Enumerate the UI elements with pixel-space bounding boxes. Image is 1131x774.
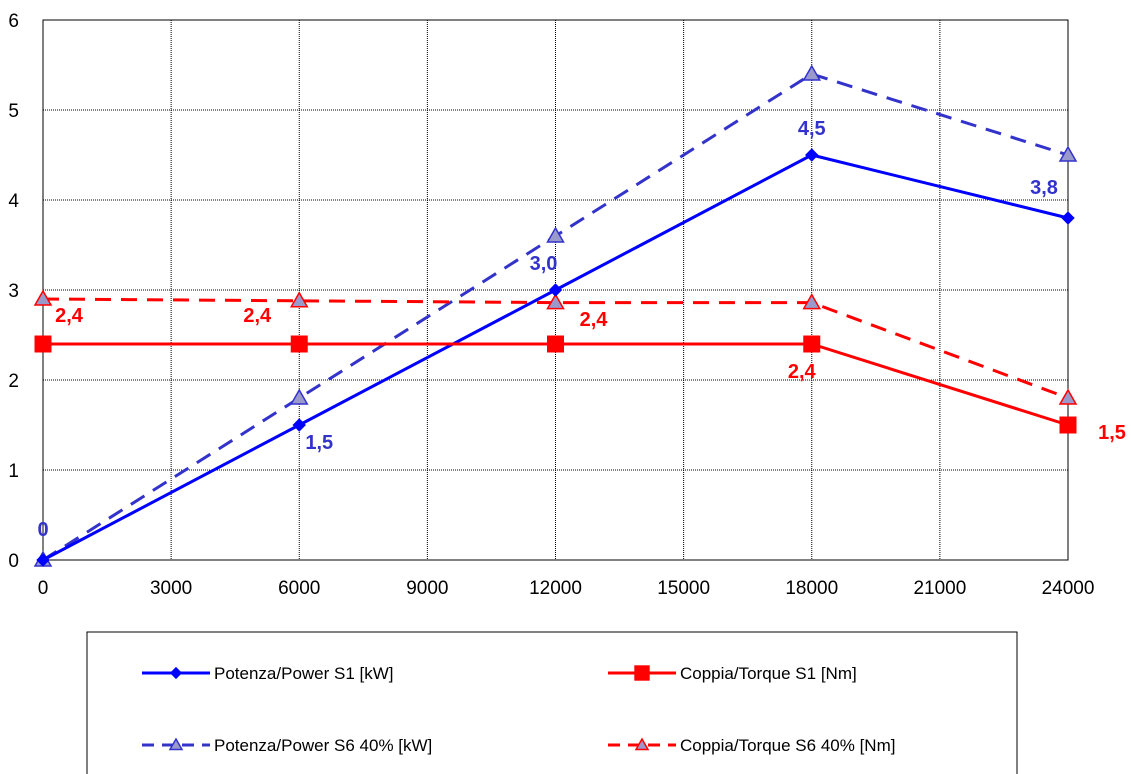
data-label: 3,8 [1030,177,1058,199]
data-label: 1,5 [305,432,333,454]
series-1-point [290,335,308,353]
x-tick-label: 18000 [785,578,838,599]
data-labels: 0 1,5 3,0 4,5 3,8 2,4 2,4 2,4 2,4 1,5 [37,118,1125,541]
series-3-point [33,289,53,306]
legend-entry-label: Potenza/Power S1 [kW] [214,664,394,683]
y-tick-label: 1 [8,461,19,482]
data-label: 1,5 [1098,422,1126,444]
series-2-point [802,64,822,81]
data-label: 2,4 [55,305,84,327]
data-label: 2,4 [243,305,272,327]
x-tick-label: 15000 [657,578,710,599]
x-tick-label: 9000 [406,578,448,599]
series-3-point [1058,388,1078,405]
legend-entry-label: Coppia/Torque S6 40% [Nm] [680,736,895,755]
legend: Potenza/Power S1 [kW] Coppia/Torque S1 [N… [86,631,1018,774]
legend-entry-label: Potenza/Power S6 40% [kW] [214,736,432,755]
x-tick-label: 12000 [529,578,582,599]
x-tick-label: 6000 [278,578,320,599]
axis-tick-labels: 0 3000 6000 9000 12000 15000 18000 21000 24000 0 1… [8,11,1094,599]
data-label: 3,0 [530,253,558,275]
series-1-point [803,335,821,353]
series-3-point [289,291,309,308]
series-2-point [1058,145,1078,162]
series-1-point [1059,416,1077,434]
y-tick-label: 2 [8,371,19,392]
series-0-point [36,553,50,567]
series-0-point [292,418,306,432]
series-2-point [546,226,565,243]
data-label: 2,4 [580,309,609,331]
legend-swatch-marker [634,737,650,751]
series-line-3 [42,297,1069,400]
x-tick-label: 24000 [1042,578,1095,599]
data-label: 0 [37,519,48,541]
data-label: 4,5 [798,118,826,140]
x-tick-label: 3000 [150,578,192,599]
series-1-point [34,335,52,353]
series-0-point [548,283,563,297]
x-tick-label: 21000 [913,578,966,599]
series-markers [33,64,1078,567]
legend-swatch-marker [169,666,183,680]
y-tick-label: 6 [8,11,19,32]
legend-swatch-marker [634,665,650,681]
x-tick-label: 0 [38,578,49,599]
legend-entry-label: Coppia/Torque S1 [Nm] [680,664,857,683]
series-2-point [289,388,309,405]
series-3-point [802,293,822,310]
series-3-point [546,293,565,310]
data-label: 2,4 [788,361,817,383]
series-1-point [547,335,564,353]
y-tick-label: 0 [8,551,19,572]
y-tick-label: 5 [8,101,19,122]
y-tick-label: 4 [8,191,19,212]
legend-box [86,631,1018,774]
legend-swatch-marker [168,737,184,751]
series-0-point [1061,211,1075,225]
y-tick-label: 3 [8,281,19,302]
series-0-point [805,148,819,162]
